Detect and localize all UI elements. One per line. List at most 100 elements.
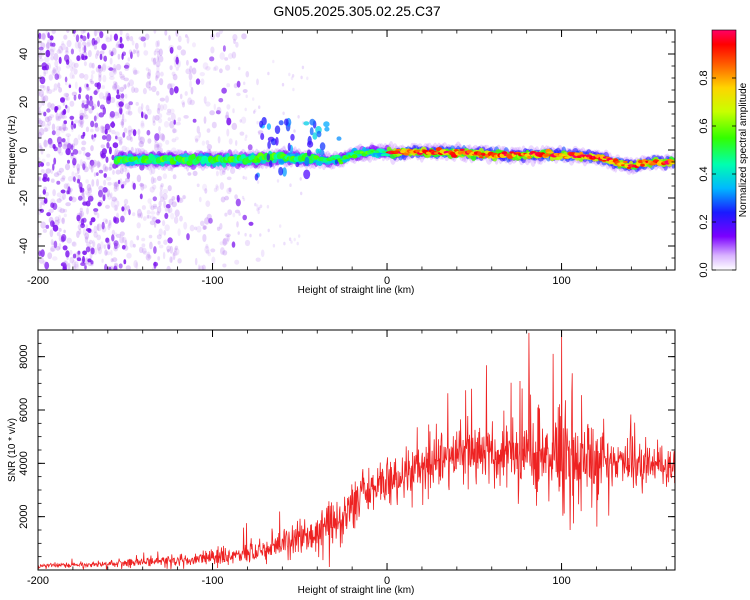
spectrogram-speck [80, 120, 84, 128]
spectrogram-speck [56, 66, 62, 72]
spectrogram-speck [52, 256, 58, 261]
spectrogram-speck [47, 177, 50, 182]
spectrogram-speck [79, 159, 83, 167]
spectrogram-x-label: Height of straight line (km) [298, 285, 415, 296]
spectrogram-speck [102, 218, 108, 223]
spectrogram-speck [65, 96, 70, 101]
spectrogram-speck [272, 59, 275, 64]
spectrogram-speck [93, 247, 98, 255]
spectrogram-speck [45, 43, 50, 50]
spectrogram-speck [109, 71, 115, 78]
spectrogram-speck [213, 187, 218, 193]
spectrogram-speck [79, 207, 83, 212]
spectrogram-ridge-mark [254, 173, 259, 181]
spectrogram-speck [53, 146, 58, 152]
spectrogram-speck [106, 142, 110, 149]
spectrogram-speck [125, 32, 130, 40]
spectrogram-speck [47, 252, 53, 260]
spectrogram-speck [78, 118, 85, 125]
spectrogram-speck [139, 193, 143, 200]
spectrogram-speck [119, 166, 124, 175]
spectrogram-speck [164, 212, 169, 219]
spectrogram-speck [225, 64, 231, 71]
spectrogram-speck [80, 262, 86, 266]
spectrogram-speck [226, 104, 231, 110]
spectrogram-speck [85, 200, 91, 207]
spectrogram-speck [164, 207, 169, 212]
spectrogram-speck [90, 73, 94, 80]
spectrogram-speck [88, 239, 93, 245]
spectrogram-speck [168, 198, 174, 205]
spectrogram-speck [65, 133, 71, 138]
spectrogram-speck [266, 204, 270, 209]
spectrogram-speck [108, 166, 112, 171]
spectrogram-speck [255, 257, 261, 262]
spectrogram-speck [58, 214, 61, 221]
spectrogram-speck [105, 156, 109, 163]
spectrogram-speck [72, 30, 79, 33]
spectrogram-ridge-mark [395, 148, 402, 151]
spectrogram-speck [60, 189, 66, 194]
spectrogram-speck [168, 45, 174, 51]
spectrogram-speck [70, 195, 74, 200]
spectrogram-speck [91, 134, 94, 140]
spectrogram-speck [94, 82, 99, 88]
spectrogram-speck [100, 241, 104, 249]
spectrogram-speck [136, 235, 140, 241]
spectrogram-speck [87, 193, 93, 200]
spectrogram-speck [84, 108, 87, 114]
spectrogram-speck [296, 241, 299, 246]
spectrogram-speck [167, 108, 172, 113]
spectrogram-speck [121, 184, 125, 189]
spectrogram-ridge-mark [309, 118, 316, 126]
spectrogram-speck [87, 187, 93, 194]
spectrogram-speck [170, 108, 175, 114]
spectrogram-speck [125, 265, 131, 270]
spectrogram-speck [128, 49, 133, 55]
spectrogram-speck [77, 253, 81, 258]
spectrogram-speck [165, 204, 171, 209]
spectrogram-speck [53, 53, 59, 61]
spectrogram-speck [43, 69, 49, 75]
spectrogram-speck [78, 85, 83, 92]
spectrogram-speck [61, 217, 65, 223]
spectrogram-speck [55, 65, 58, 71]
spectrogram-speck [104, 128, 108, 135]
spectrogram-speck [93, 124, 98, 128]
spectrogram-speck [175, 30, 179, 37]
spectrogram-ridge-mark [282, 167, 287, 177]
spectrogram-y-tick-label: 20 [18, 96, 30, 108]
spectrogram-speck [72, 156, 77, 165]
spectrogram-ridge-mark [304, 156, 310, 167]
spectrogram-speck [99, 50, 105, 55]
spectrogram-speck [56, 198, 62, 203]
spectrogram-speck [244, 176, 248, 180]
spectrogram-speck [202, 225, 207, 230]
spectrogram-speck [156, 175, 162, 181]
spectrogram-speck [134, 147, 137, 156]
spectrogram-speck [254, 108, 257, 113]
spectrogram-speck [152, 184, 157, 190]
spectrogram-speck [72, 149, 79, 155]
spectrogram-speck [224, 57, 229, 61]
spectrogram-speck [57, 141, 63, 148]
spectrogram-speck [46, 161, 50, 167]
spectrogram-speck [80, 211, 85, 217]
spectrogram-speck [83, 73, 89, 81]
spectrogram-speck [107, 265, 114, 270]
spectrogram-speck [170, 113, 176, 121]
spectrogram-speck [143, 50, 149, 56]
spectrogram-speck [210, 46, 215, 54]
spectrogram-ridge-mark [287, 142, 291, 152]
spectrogram-speck [123, 209, 127, 216]
spectrogram-speck [154, 114, 160, 121]
spectrogram-speck [159, 184, 163, 191]
spectrogram-speck [96, 212, 100, 219]
colorbar-tick-label: 0.6 [698, 118, 710, 133]
spectrogram-speck [179, 93, 183, 100]
spectrogram-speck [142, 250, 148, 255]
spectrogram-speck [73, 176, 76, 183]
spectrogram-speck [157, 240, 161, 245]
spectrogram-speck [42, 96, 46, 103]
spectrogram-speck [52, 189, 56, 197]
